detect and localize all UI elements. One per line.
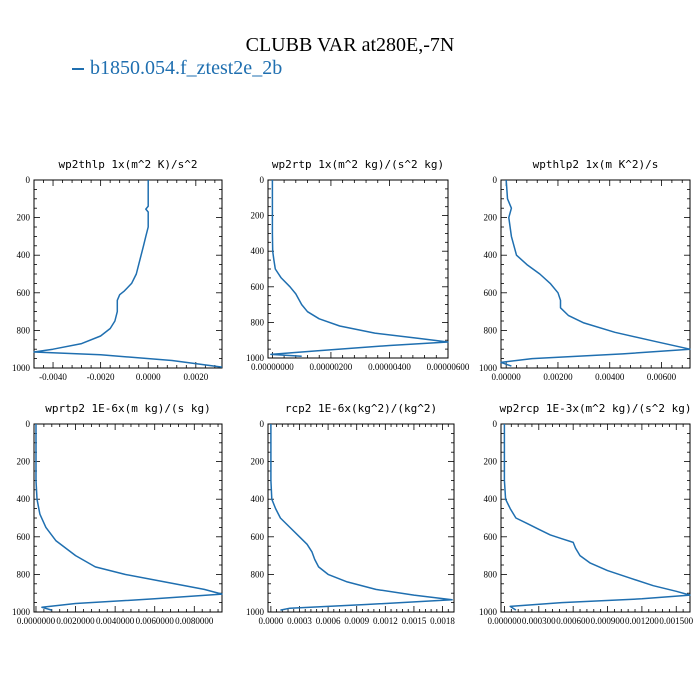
chart-panel-1: wp2thlp 1x(m^2 K)/s^2 -0.0040 -0.0020 0.000… <box>12 158 223 382</box>
y-tick-label: 0 <box>26 175 31 185</box>
panel-title: wpthlp2 1x(m K^2)/s <box>533 158 659 171</box>
y-tick-label: 800 <box>251 317 265 327</box>
x-tick-label: 0.0000 <box>136 372 161 382</box>
plot-frame <box>33 179 223 369</box>
x-tick-label: 0.00400 <box>595 372 625 382</box>
y-tick-label: 0 <box>260 419 265 429</box>
x-tick-label: 0.001500 <box>659 616 693 626</box>
y-tick-label: 600 <box>484 532 498 542</box>
series-line <box>503 424 691 611</box>
plot-frame <box>33 423 223 613</box>
x-tick-label: 0.00000400 <box>368 362 411 372</box>
x-tick-label: 0.0040000 <box>96 616 135 626</box>
y-tick-label: 800 <box>17 569 31 579</box>
x-tick-label: 0.000000 <box>488 616 522 626</box>
y-tick-label: 400 <box>484 250 498 260</box>
panel-title: wp2rcp 1E-3x(m^2 kg)/(s^2 kg) <box>499 402 691 415</box>
x-tick-label: 0.0015 <box>402 616 427 626</box>
figure-title: CLUBB VAR at280E,-7N <box>245 34 455 56</box>
panel-title: wp2thlp 1x(m^2 K)/s^2 <box>58 158 197 171</box>
y-tick-label: 800 <box>251 569 265 579</box>
x-tick-label: 0.0003 <box>287 616 312 626</box>
y-tick-label: 400 <box>484 494 498 504</box>
y-tick-label: 200 <box>484 457 498 467</box>
chart-panel-6: wp2rcp 1E-3x(m^2 kg)/(s^2 kg)0.000000 0.0… <box>479 402 694 626</box>
x-tick-label: 0.0009 <box>344 616 369 626</box>
x-tick-label: 0.0018 <box>430 616 455 626</box>
y-tick-label: 1000 <box>246 607 265 617</box>
y-tick-label: 200 <box>17 457 31 467</box>
y-tick-label: 0 <box>26 419 31 429</box>
x-tick-label: 0.00000000 <box>251 362 294 372</box>
series-line <box>33 180 223 368</box>
x-tick-label: 0.000900 <box>591 616 625 626</box>
y-tick-label: 600 <box>17 288 31 298</box>
y-tick-label: 200 <box>484 213 498 223</box>
x-tick-label: 0.000600 <box>556 616 590 626</box>
legend-line-swatch <box>72 68 84 71</box>
panel-title: rcp2 1E-6x(kg^2)/(kg^2) <box>285 402 437 415</box>
x-tick-label: 0.0000000 <box>17 616 56 626</box>
y-tick-label: 400 <box>251 246 265 256</box>
x-tick-label: 0.000300 <box>522 616 556 626</box>
series-line <box>35 424 223 611</box>
chart-panel-3: wpthlp2 1x(m K^2)/s 0.00000 0.00200 0.00400… <box>479 158 691 382</box>
y-tick-label: 800 <box>484 569 498 579</box>
y-tick-label: 0 <box>260 175 265 185</box>
y-tick-label: 800 <box>17 325 31 335</box>
legend-label: b1850.054.f_ztest2e_2b <box>90 57 283 79</box>
series-line <box>270 424 453 611</box>
x-tick-label: 0.0020000 <box>56 616 95 626</box>
series-line <box>270 180 449 357</box>
x-tick-label: 0.0000 <box>258 616 283 626</box>
chart-panel-2: wp2rtp 1x(m^2 kg)/(s^2 kg) 0.00000000 0.00… <box>246 158 470 372</box>
x-tick-label: 0.001200 <box>625 616 659 626</box>
x-tick-label: -0.0040 <box>39 372 67 382</box>
y-tick-label: 1000 <box>12 363 31 373</box>
y-tick-label: 1000 <box>479 363 498 373</box>
legend: b1850.054.f_ztest2e_2b <box>72 57 282 80</box>
x-tick-label: -0.0020 <box>87 372 115 382</box>
series-line <box>500 179 691 367</box>
y-tick-label: 1000 <box>246 353 265 363</box>
y-tick-label: 0 <box>493 419 498 429</box>
x-tick-label: 0.0060000 <box>136 616 175 626</box>
y-tick-label: 1000 <box>12 607 31 617</box>
y-tick-label: 400 <box>251 494 265 504</box>
x-tick-label: 0.00000200 <box>310 362 353 372</box>
x-tick-label: 0.00600 <box>647 372 677 382</box>
x-tick-label: 0.0080000 <box>175 616 214 626</box>
y-tick-label: 200 <box>251 211 265 221</box>
y-tick-label: 600 <box>251 532 265 542</box>
y-tick-label: 1000 <box>479 607 498 617</box>
y-tick-label: 600 <box>484 288 498 298</box>
x-tick-label: 0.0012 <box>373 616 398 626</box>
y-tick-label: 0 <box>493 175 498 185</box>
y-tick-label: 200 <box>251 457 265 467</box>
plot-frame <box>267 423 455 613</box>
plot-frame <box>500 179 691 369</box>
x-tick-label: 0.0020 <box>183 372 208 382</box>
y-tick-label: 400 <box>17 494 31 504</box>
chart-panel-4: wprtp2 1E-6x(m kg)/(s kg) 0.0000000 0.0020… <box>12 402 223 626</box>
plot-frame <box>500 423 691 613</box>
panel-title: wp2rtp 1x(m^2 kg)/(s^2 kg) <box>272 158 444 171</box>
y-tick-label: 800 <box>484 325 498 335</box>
x-tick-label: 0.00000 <box>492 372 522 382</box>
y-tick-label: 600 <box>17 532 31 542</box>
plot-frame <box>267 179 449 359</box>
chart-panel-5: rcp2 1E-6x(kg^2)/(kg^2) 0.0000 0.0003 0.000… <box>246 402 455 626</box>
x-tick-label: 0.0006 <box>316 616 341 626</box>
x-tick-label: 0.00200 <box>543 372 573 382</box>
y-tick-label: 200 <box>17 213 31 223</box>
y-tick-label: 600 <box>251 282 265 292</box>
x-tick-label: 0.00000600 <box>427 362 470 372</box>
panel-title: wprtp2 1E-6x(m kg)/(s kg) <box>45 402 211 415</box>
y-tick-label: 400 <box>17 250 31 260</box>
